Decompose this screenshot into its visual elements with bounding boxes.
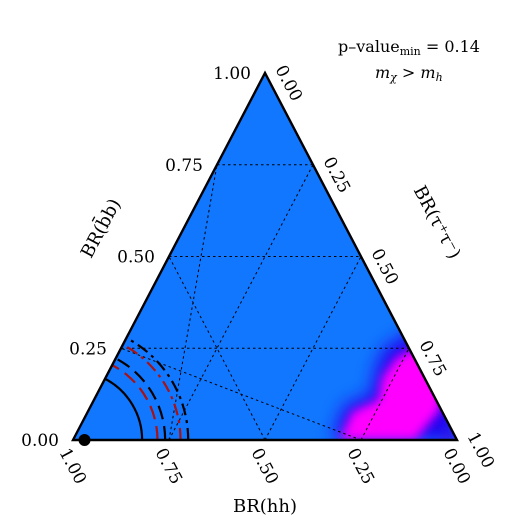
right-axis-label: BR(τ⁺τ⁻) [409, 182, 465, 262]
contour-dashdot [126, 337, 190, 440]
gridline-tautau [264, 256, 362, 441]
gridline-hh [120, 347, 362, 441]
gridline-hh [168, 256, 266, 441]
triangle-border [71, 70, 459, 442]
bottom-tick-label: 0.50 [247, 445, 282, 488]
best-fit-point [78, 434, 91, 446]
gridline-tautau [168, 164, 314, 441]
bottom-tick-label: 0.75 [151, 445, 186, 488]
gridline-tautau [360, 348, 410, 441]
annotation-mass: mχ > mh [375, 63, 443, 84]
contour-solid [104, 378, 144, 440]
contour-dashed [115, 357, 167, 440]
contour-dashdot [122, 344, 182, 440]
grid [120, 164, 410, 441]
left-tick-label: 0.25 [69, 339, 107, 359]
left-tick-label: 0.50 [117, 248, 155, 268]
annotation-pvalue: p–valuemin = 0.14 [338, 37, 480, 58]
left-tick-label: 0.75 [165, 156, 203, 176]
bottom-tick-label: 0.25 [343, 445, 378, 488]
contour-dashed [112, 364, 159, 440]
bottom-tick-label: 1.00 [55, 445, 90, 488]
bottom-tick-label: 0.00 [439, 445, 474, 488]
bottom-axis-label: BR(hh) [233, 496, 297, 517]
contours [104, 337, 190, 440]
left-tick-label: 1.00 [213, 64, 251, 84]
left-tick-label: 0.00 [21, 431, 59, 451]
